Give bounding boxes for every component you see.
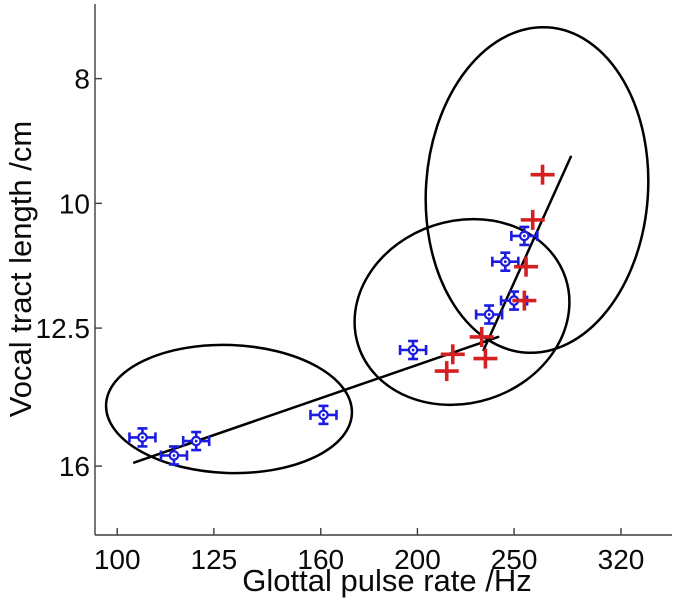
circle-marker-center-dot [194,439,198,443]
red-data-point [473,348,498,369]
x-tick-label: 125 [191,544,238,575]
red-data-point [512,290,537,311]
blue-data-point [181,430,211,452]
x-tick-label: 200 [394,544,441,575]
circle-marker-center-dot [411,348,415,352]
y-tick-label: 12.5 [36,313,91,344]
x-tick-label: 320 [598,544,645,575]
top-right-cluster-ellipse [424,25,650,355]
marker-layer [128,164,555,466]
x-tick-label: 250 [491,544,538,575]
red-data-point [520,209,545,230]
blue-data-point [128,427,157,448]
ellipse-layer [104,25,650,475]
y-axis-title: Vocal tract length /cm [3,121,38,417]
blue-data-point [398,339,428,361]
circle-marker-center-dot [522,234,526,238]
circle-marker-center-dot [172,454,176,457]
blue-data-point [491,251,520,272]
bottom-left-cluster-ellipse [104,343,354,475]
y-tick-label: 8 [74,64,90,95]
y-tick-label: 10 [59,188,90,219]
blue-data-point [474,304,504,325]
blue-data-point [159,445,189,466]
red-data-point [514,256,539,277]
blue-data-point [510,225,539,247]
tick-layer: 100 125 160 200 250 320 8 10 12.5 16 [36,64,645,575]
red-data-point [469,326,494,347]
red-data-point [440,344,465,365]
circle-marker-center-dot [322,413,325,417]
y-tick-label: 16 [59,451,90,482]
x-axis-title: Glottal pulse rate /Hz [242,563,531,598]
blue-data-point [309,404,338,426]
middle-cluster-ellipse [353,217,571,407]
red-data-point [530,164,555,185]
x-tick-label: 160 [297,544,344,575]
axes-layer [94,4,672,536]
circle-marker-center-dot [503,260,507,264]
upper-cluster-fit-line [482,155,573,352]
red-data-point [434,361,459,382]
circle-marker-center-dot [141,435,144,439]
circle-marker-center-dot [487,313,491,316]
x-tick-label: 100 [94,544,141,575]
